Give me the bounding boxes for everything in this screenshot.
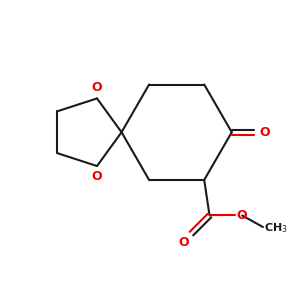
Text: O: O: [92, 81, 102, 94]
Text: O: O: [259, 126, 270, 139]
Text: O: O: [236, 209, 247, 222]
Text: O: O: [92, 170, 102, 183]
Text: CH$_3$: CH$_3$: [264, 222, 288, 236]
Text: O: O: [178, 236, 189, 249]
